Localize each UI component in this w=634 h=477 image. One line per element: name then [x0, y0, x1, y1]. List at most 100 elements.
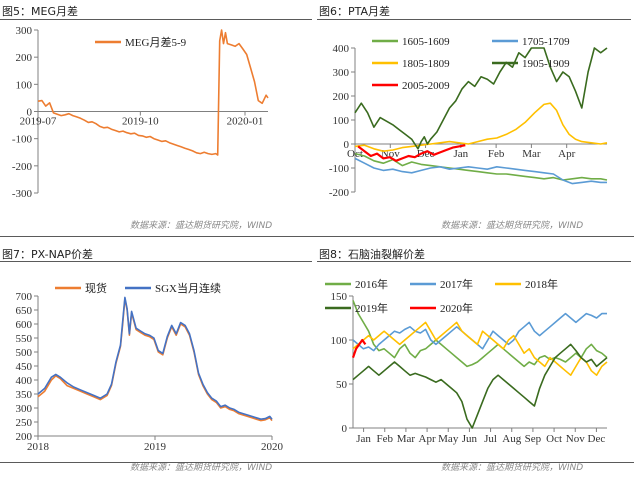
y-tick-label: 600 — [16, 319, 33, 331]
series-line-0 — [37, 29, 269, 156]
x-tick-label: Dec — [588, 433, 606, 445]
legend-label: 2018年 — [525, 277, 558, 291]
series-line-2 — [352, 321, 608, 376]
y-tick-label: 50 — [336, 379, 348, 391]
title-rule — [317, 261, 631, 262]
y-tick-label: 550 — [16, 333, 33, 345]
series-line-0 — [352, 300, 608, 368]
x-tick-label: Feb — [488, 148, 505, 160]
x-tick-label: Mar — [522, 148, 541, 160]
y-tick-label: 100 — [333, 115, 350, 127]
series-line-1 — [354, 157, 607, 185]
y-tick-label: -200 — [12, 161, 33, 173]
y-tick-label: 650 — [16, 305, 33, 317]
series-line-1 — [37, 296, 273, 420]
y-tick-label: 350 — [16, 389, 33, 401]
y-tick-label: 400 — [333, 43, 350, 55]
legend-label: 2017年 — [440, 277, 473, 291]
x-tick-label: Jun — [462, 433, 478, 445]
series-line-3 — [354, 47, 608, 150]
series-line-2 — [354, 102, 608, 152]
legend-label: 2020年 — [440, 301, 473, 315]
series-line-0 — [354, 152, 608, 181]
series-line-0 — [37, 297, 273, 422]
y-tick-label: 450 — [16, 361, 33, 373]
x-tick-label: Aug — [502, 433, 521, 445]
x-tick-label: 2019-10 — [122, 116, 159, 128]
panel-naphtha: 图8：石脑油裂解价差 150 100 50 0 Jan Feb Mar Apr May Jun Ju… — [317, 238, 634, 477]
x-tick-label: Apr — [419, 433, 436, 445]
series-line-1 — [352, 312, 607, 352]
y-tick-label: 300 — [16, 403, 33, 415]
source-note: 数据来源：盛达期货研究院，WIND — [441, 221, 584, 231]
panel-meg: 图5：MEG月差 300 200 100 0 -100 -200 -300 2019-07 20… — [0, 0, 317, 238]
series-line-3 — [352, 343, 608, 429]
source-note: 数据来源：盛达期货研究院，WIND — [130, 463, 273, 473]
panel-pta: 图6：PTA月差 400 300 200 100 0 -100 -200 Oct Nov Dec J… — [317, 0, 634, 238]
panel-title: 图8：石脑油裂解价差 — [319, 248, 425, 261]
legend-label: 1905-1909 — [522, 58, 570, 70]
legend-label: 1805-1809 — [402, 58, 450, 70]
y-tick-label: 0 — [27, 107, 33, 119]
source-note: 数据来源：盛达期货研究院，WIND — [441, 463, 584, 473]
x-tick-label: Jan — [454, 148, 469, 160]
legend-label: SGX当月连续 — [155, 281, 221, 295]
x-tick-label: Nov — [566, 433, 585, 445]
y-tick-label: 500 — [16, 347, 33, 359]
legend-label: 2016年 — [355, 277, 388, 291]
x-tick-label: Dec — [417, 148, 435, 160]
legend-label: 2005-2009 — [402, 80, 450, 92]
x-tick-label: 2018 — [27, 441, 50, 453]
x-tick-label: Apr — [558, 148, 575, 160]
y-tick-label: 400 — [16, 375, 33, 387]
y-tick-label: -100 — [12, 134, 33, 146]
legend-label: 1605-1609 — [402, 36, 450, 48]
divider — [0, 462, 634, 463]
y-tick-label: -200 — [329, 187, 350, 199]
panel-title: 图6：PTA月差 — [319, 5, 391, 18]
legend-label: MEG月差5-9 — [125, 35, 187, 49]
series-line-4 — [351, 338, 367, 358]
legend-label: 现货 — [85, 281, 107, 295]
y-tick-label: 0 — [344, 139, 350, 151]
x-tick-label: May — [438, 433, 459, 445]
y-tick-label: 200 — [333, 91, 350, 103]
title-rule — [0, 19, 312, 20]
y-tick-label: 250 — [16, 417, 33, 429]
panel-title: 图5：MEG月差 — [2, 5, 78, 18]
x-tick-label: Jul — [484, 433, 497, 445]
y-tick-label: 200 — [16, 52, 33, 64]
y-tick-label: 100 — [16, 79, 33, 91]
y-tick-label: -100 — [329, 163, 350, 175]
x-tick-label: Oct — [546, 433, 562, 445]
y-tick-label: 0 — [342, 423, 348, 435]
chart-meg: 300 200 100 0 -100 -200 -300 2019-07 2019-10 2020… — [12, 25, 269, 200]
x-tick-label: Mar — [397, 433, 416, 445]
title-rule — [317, 19, 631, 20]
y-tick-label: 300 — [16, 25, 33, 37]
legend-label: 1705-1709 — [522, 36, 570, 48]
source-note: 数据来源：盛达期货研究院，WIND — [130, 221, 273, 231]
chart-naphtha: 150 100 50 0 Jan Feb Mar Apr May Jun Jul Aug Sep Oct N… — [325, 277, 608, 445]
x-tick-label: 2020-01 — [227, 116, 264, 128]
panel-px-nap: 图7：PX-NAP价差 700 650 600 550 500 450 400 350 300 2… — [0, 238, 317, 477]
x-tick-label: 2019 — [144, 441, 167, 453]
x-tick-label: Feb — [377, 433, 394, 445]
divider — [0, 236, 634, 237]
y-tick-label: 700 — [16, 291, 33, 303]
y-tick-label: 200 — [16, 431, 33, 443]
title-rule — [0, 261, 312, 262]
x-tick-label: Sep — [525, 433, 542, 445]
panel-title: 图7：PX-NAP价差 — [2, 248, 93, 261]
legend-label: 2019年 — [355, 301, 388, 315]
y-tick-label: -300 — [12, 188, 33, 200]
y-tick-label: 150 — [331, 291, 348, 303]
y-tick-label: 100 — [331, 335, 348, 347]
x-tick-label: 2020 — [261, 441, 284, 453]
x-tick-label: Jan — [356, 433, 371, 445]
x-tick-label: 2019-07 — [20, 116, 57, 128]
y-tick-label: 300 — [333, 67, 350, 79]
series-line-4 — [357, 144, 466, 162]
